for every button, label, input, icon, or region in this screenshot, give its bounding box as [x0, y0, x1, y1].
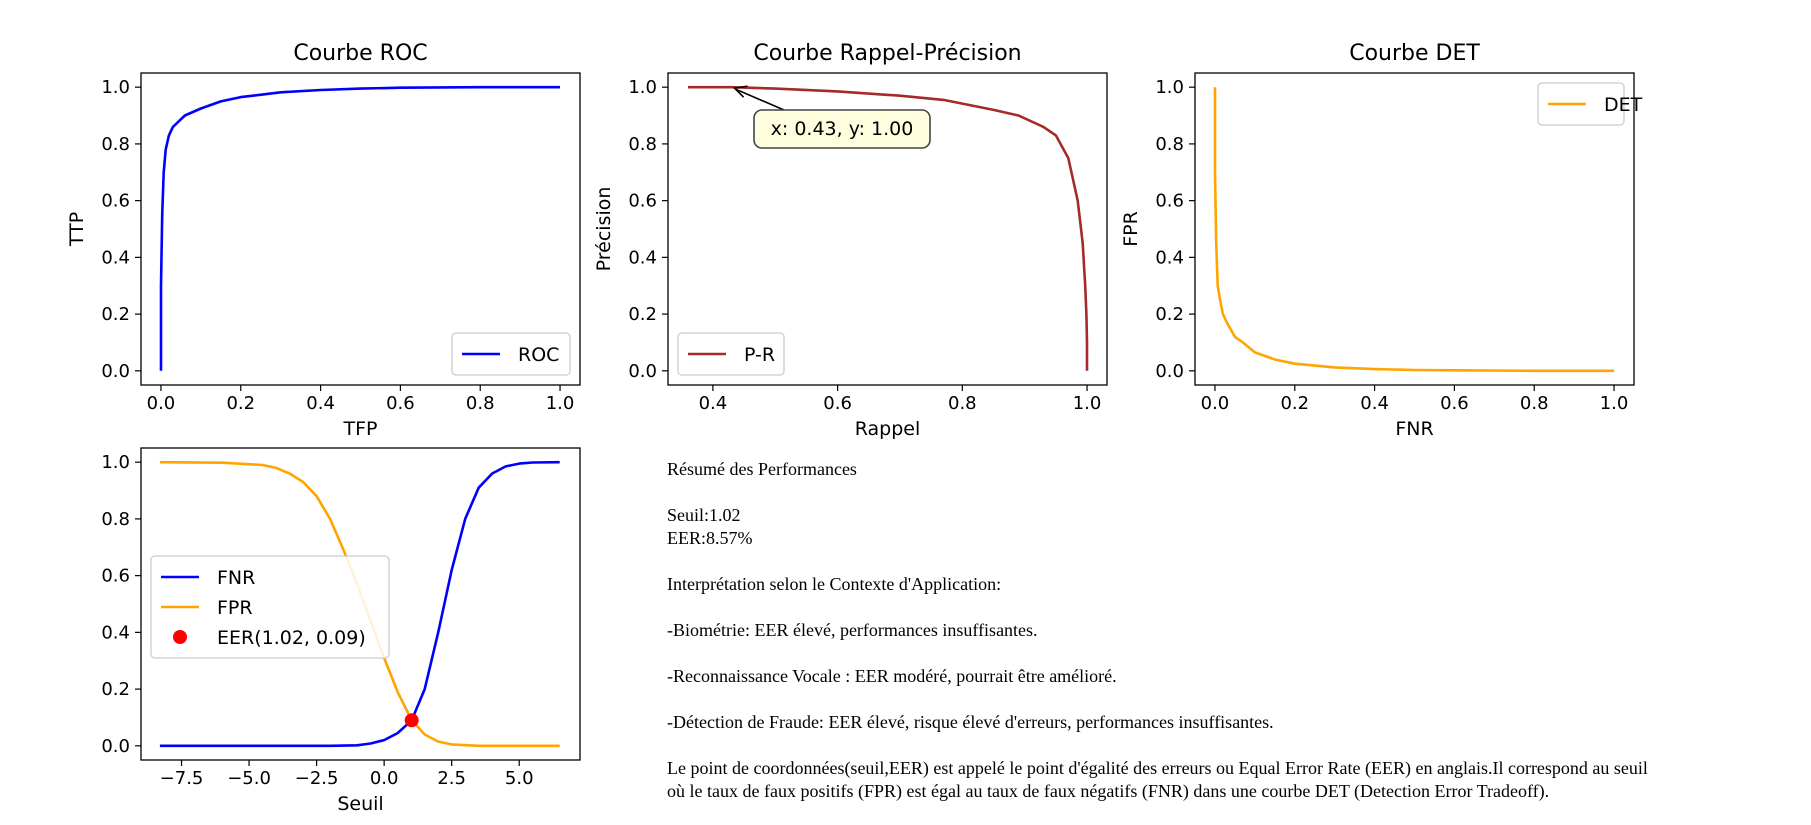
x-tick-label: 0.4 — [306, 393, 335, 414]
summary-fraude: -Détection de Fraude: EER élevé, risque … — [667, 712, 1274, 732]
performance-summary: Résumé des Performances Seuil:1.02 EER:8… — [667, 458, 1807, 803]
annotation-box — [753, 109, 931, 149]
y-axis-label: TTP — [66, 212, 88, 247]
series-line-fnr — [159, 460, 560, 748]
y-tick-label: 0.4 — [101, 247, 130, 268]
axes-frame — [140, 447, 581, 761]
y-tick-label: 0.6 — [628, 191, 657, 212]
y-tick-label: 0.4 — [628, 247, 657, 268]
y-tick-label: 0.2 — [1155, 304, 1184, 325]
summary-vocale: -Reconnaissance Vocale : EER modéré, pou… — [667, 666, 1117, 686]
x-tick-label: 0.6 — [823, 393, 852, 414]
axes-frame — [667, 72, 1108, 386]
annotation-arrow — [735, 88, 785, 111]
x-tick-label: 5.0 — [505, 768, 534, 789]
x-tick-label: 1.0 — [1073, 393, 1102, 414]
legend-label: FNR — [217, 567, 255, 589]
summary-title: Résumé des Performances — [667, 459, 857, 479]
annotation-text: x: 0.43, y: 1.00 — [771, 118, 914, 140]
x-tick-label: 0.0 — [147, 393, 176, 414]
y-tick-label: 0.0 — [101, 361, 130, 382]
x-axis-label: Rappel — [855, 418, 921, 440]
legend-label: ROC — [518, 344, 559, 366]
x-tick-label: 0.4 — [699, 393, 728, 414]
x-tick-label: 1.0 — [546, 393, 575, 414]
y-tick-label: 1.0 — [628, 77, 657, 98]
y-tick-label: 0.0 — [1155, 361, 1184, 382]
legend-box — [150, 555, 390, 659]
x-tick-label: 0.2 — [226, 393, 255, 414]
chart-3: 0.0 0.2 0.4 0.6 0.8 1.0 0.0 0.2 0.4 0.6 0.8 1.0 Cour… — [1120, 41, 1643, 440]
y-tick-label: 0.0 — [101, 736, 130, 757]
y-tick-label: 1.0 — [101, 452, 130, 473]
chart-title: Courbe Rappel-Précision — [753, 41, 1021, 66]
chart-title: Courbe ROC — [293, 41, 427, 66]
axes-frame — [1194, 72, 1635, 386]
series-line-p-r — [688, 85, 1089, 371]
x-tick-label: 2.5 — [437, 768, 466, 789]
y-tick-label: 0.2 — [101, 679, 130, 700]
x-tick-label: 0.4 — [1360, 393, 1389, 414]
legend: DET — [1537, 82, 1643, 126]
x-tick-label: 1.0 — [1600, 393, 1629, 414]
x-tick-label: 0.6 — [386, 393, 415, 414]
legend-label: FPR — [217, 597, 253, 619]
legend: ROC — [451, 332, 571, 376]
summary-explanation-line1: Le point de coordonnées(seuil,EER) est a… — [667, 758, 1648, 778]
x-axis-label: TFP — [343, 418, 378, 440]
series-line-det — [1213, 87, 1614, 373]
summary-context-heading: Interprétation selon le Contexte d'Appli… — [667, 574, 1002, 594]
y-tick-label: 0.8 — [101, 134, 130, 155]
summary-eer: EER:8.57% — [667, 528, 753, 548]
y-axis-label: FPR — [1120, 211, 1142, 247]
y-tick-label: 1.0 — [101, 77, 130, 98]
chart-title: Courbe DET — [1349, 41, 1480, 66]
summary-biometrie: -Biométrie: EER élevé, performances insu… — [667, 620, 1038, 640]
y-tick-label: 0.6 — [101, 191, 130, 212]
x-tick-label: −2.5 — [295, 768, 339, 789]
y-tick-label: 0.4 — [101, 622, 130, 643]
chart-2: 0.4 0.6 0.8 1.0 0.0 0.2 0.4 0.6 0.8 1.0 Courbe Rap… — [593, 41, 1108, 440]
y-tick-label: 0.8 — [628, 134, 657, 155]
x-tick-label: 0.2 — [1280, 393, 1309, 414]
summary-threshold: Seuil:1.02 — [667, 505, 741, 525]
x-tick-label: 0.8 — [1520, 393, 1549, 414]
y-axis-label: Précision — [593, 187, 615, 272]
y-tick-label: 0.6 — [1155, 191, 1184, 212]
x-axis-label: Seuil — [337, 793, 383, 815]
y-tick-label: 1.0 — [1155, 77, 1184, 98]
summary-explanation-line2: où le taux de faux positifs (FPR) est ég… — [667, 781, 1550, 801]
x-tick-label: −7.5 — [160, 768, 204, 789]
x-tick-label: −5.0 — [227, 768, 271, 789]
annotation-arrowhead — [732, 85, 748, 98]
legend: FNR FPR EER(1.02, 0.09) — [150, 555, 390, 659]
x-tick-label: 0.6 — [1440, 393, 1469, 414]
legend-box — [677, 332, 785, 376]
chart-1: 0.0 0.2 0.4 0.6 0.8 1.0 0.0 0.2 0.4 0.6 0.8 1.0 Cour… — [66, 41, 581, 440]
legend: P-R — [677, 332, 785, 376]
eer-point — [404, 713, 419, 728]
x-tick-label: 0.8 — [466, 393, 495, 414]
legend-box — [451, 332, 571, 376]
y-tick-label: 0.2 — [101, 304, 130, 325]
legend-label: P-R — [744, 344, 775, 366]
axes-frame — [140, 72, 581, 386]
x-tick-label: 0.0 — [1201, 393, 1230, 414]
y-tick-label: 0.6 — [101, 566, 130, 587]
series-line-roc — [159, 85, 560, 371]
legend-label: EER(1.02, 0.09) — [217, 627, 366, 649]
y-tick-label: 0.0 — [628, 361, 657, 382]
y-tick-label: 0.4 — [1155, 247, 1184, 268]
y-tick-label: 0.8 — [101, 509, 130, 530]
y-tick-label: 0.2 — [628, 304, 657, 325]
legend-marker — [173, 630, 187, 644]
y-tick-label: 0.8 — [1155, 134, 1184, 155]
x-tick-label: 0.8 — [948, 393, 977, 414]
legend-label: DET — [1604, 94, 1643, 116]
x-tick-label: 0.0 — [370, 768, 399, 789]
chart-4: −7.5 −5.0 −2.5 0.0 2.5 5.0 0.0 0.2 0.4 0.6 0.8 1.0 S… — [101, 447, 581, 815]
x-axis-label: FNR — [1395, 418, 1433, 440]
